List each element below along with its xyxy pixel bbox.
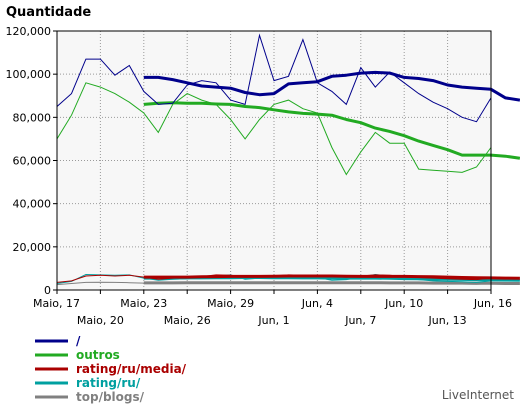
credit-text: LiveInternet: [442, 388, 514, 402]
series-average-line: [143, 70, 520, 102]
series-daily-line: [56, 82, 492, 176]
x-tick-label: Jun, 4: [301, 297, 333, 310]
series-daily-line: [56, 33, 492, 123]
y-tick-label: 20,000: [13, 241, 52, 254]
series-average-line: [143, 281, 520, 285]
x-axis-ticks: Maio, 17 Maio, 23 Maio, 29 Jun, 4 Jun, 10 Jun…: [33, 290, 512, 327]
x-tick-label: Jun, 13: [428, 314, 467, 327]
x-tick-label: Jun, 1: [257, 314, 289, 327]
y-tick-label: 60,000: [13, 155, 52, 168]
legend-label: outros: [76, 348, 120, 362]
series-lines: [56, 33, 520, 286]
y-tick-label: 80,000: [13, 111, 52, 124]
x-tick-label: Maio, 20: [77, 314, 124, 327]
x-tick-label: Maio, 26: [164, 314, 211, 327]
x-tick-label: Jun, 7: [344, 314, 376, 327]
x-tick-label: Maio, 23: [120, 297, 167, 310]
grid-lines: [57, 31, 491, 290]
series-average-line: [143, 101, 520, 160]
x-tick-label: Maio, 29: [207, 297, 254, 310]
legend-label: rating/ru/: [76, 376, 141, 390]
y-tick-label: 40,000: [13, 198, 52, 211]
y-tick-label: 120,000: [6, 25, 52, 38]
y-tick-label: 0: [44, 284, 51, 297]
series-average-line: [143, 274, 520, 280]
x-tick-label: Jun, 16: [473, 297, 512, 310]
legend-label: /: [76, 334, 81, 348]
x-tick-label: Jun, 10: [384, 297, 423, 310]
y-axis-title: Quantidade: [6, 5, 91, 20]
legend: /outrosrating/ru/media/rating/ru/top/blo…: [35, 334, 187, 404]
y-axis-ticks: 0 20,000 40,000 60,000 80,000 100,000 120,000: [6, 25, 57, 297]
plot-border: [56, 30, 492, 291]
x-tick-label: Maio, 17: [33, 297, 80, 310]
legend-label: rating/ru/media/: [76, 362, 187, 376]
y-tick-label: 100,000: [6, 68, 52, 81]
legend-label: top/blogs/: [76, 390, 145, 404]
